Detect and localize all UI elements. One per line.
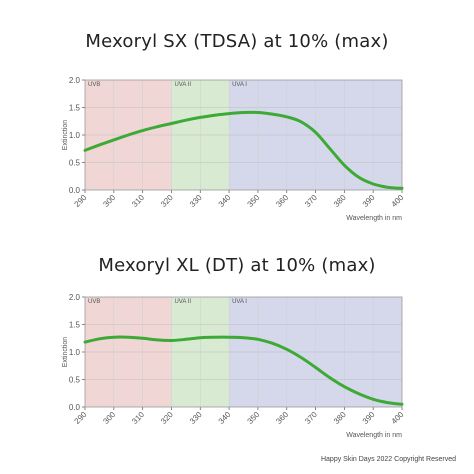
chart-1-series-line (83, 110, 404, 190)
chart-2-x-tick-label: 320 (159, 410, 175, 426)
chart-2-x-tick-label: 400 (390, 410, 406, 426)
chart-1-y-tick-label: 0.0 (69, 186, 81, 195)
chart-2-band-label: UVA I (232, 299, 247, 305)
chart-2-x-tick-label: 290 (73, 410, 89, 426)
chart-2-y-tick-label: 0.0 (69, 403, 81, 412)
chart-2-band-label: UVA II (174, 299, 191, 305)
chart-1-y-tick-label: 1.0 (69, 131, 81, 140)
chart-2-y-tick-label: 0.5 (69, 376, 81, 385)
copyright-footer: Happy Skin Days 2022 Copyright Reserved (320, 456, 456, 463)
chart-2-series-line (83, 335, 404, 406)
chart-1-y-tick-label: 2.0 (69, 76, 81, 85)
chart-2-title: Mexoryl XL (DT) at 10% (max) (98, 255, 376, 276)
chart-1-y-axis-label: Extinction (62, 120, 69, 150)
chart-2-x-tick-label: 390 (361, 410, 377, 426)
chart-1-x-tick-label: 290 (73, 193, 89, 209)
chart-2-x-tick-label: 340 (217, 410, 233, 426)
chart-2-x-tick-label: 370 (303, 410, 319, 426)
chart-2-y-tick-label: 2.0 (69, 293, 81, 302)
chart-1-x-axis-label: Wavelength in nm (346, 215, 402, 222)
chart-1-x-tick-label: 350 (246, 193, 262, 209)
chart-1-x-tick-label: 400 (390, 193, 406, 209)
chart-2-x-tick-label: 310 (130, 410, 146, 426)
chart-1-y-tick-label: 0.5 (69, 159, 81, 168)
chart-2-plot: UVB UVA II UVA I 0.0 0.5 1.0 1.5 2.0 290 300 310 32… (62, 293, 406, 439)
chart-1-y-tick-label: 1.5 (69, 104, 81, 113)
chart-1-x-tick-label: 360 (274, 193, 290, 209)
chart-2-x-tick-label: 380 (332, 410, 348, 426)
chart-1-plot-frame (84, 79, 403, 191)
chart-1-band-label: UVB (88, 82, 100, 88)
chart-1-x-tick-label: 330 (188, 193, 204, 209)
chart-1-band-label: UVA II (174, 82, 191, 88)
chart-2-x-tick-label: 350 (246, 410, 262, 426)
chart-2-y-axis-label: Extinction (62, 337, 69, 367)
chart-2-plot-frame (84, 296, 403, 408)
chart-1-x-tick-label: 340 (217, 193, 233, 209)
chart-1-x-tick-label: 320 (159, 193, 175, 209)
chart-1-x-tick-label: 300 (101, 193, 117, 209)
chart-2-y-tick-label: 1.5 (69, 321, 81, 330)
chart-2-band-label: UVB (88, 299, 100, 305)
chart-2-y-tick-label: 1.0 (69, 348, 81, 357)
chart-1-x-tick-label: 370 (303, 193, 319, 209)
chart-1-x-tick-label: 310 (130, 193, 146, 209)
chart-2-x-tick-label: 330 (188, 410, 204, 426)
chart-1-x-tick-label: 380 (332, 193, 348, 209)
chart-1-band-label: UVA I (232, 82, 247, 88)
chart-2-x-tick-label: 300 (101, 410, 117, 426)
chart-2-x-axis-label: Wavelength in nm (346, 432, 402, 439)
chart-1-plot: UVB UVA II UVA I 0.0 0.5 1.0 1.5 2.0 290 300 310 32… (62, 76, 406, 222)
chart-2-x-tick-label: 360 (274, 410, 290, 426)
chart-1-title: Mexoryl SX (TDSA) at 10% (max) (85, 31, 389, 52)
chart-1-x-tick-label: 390 (361, 193, 377, 209)
